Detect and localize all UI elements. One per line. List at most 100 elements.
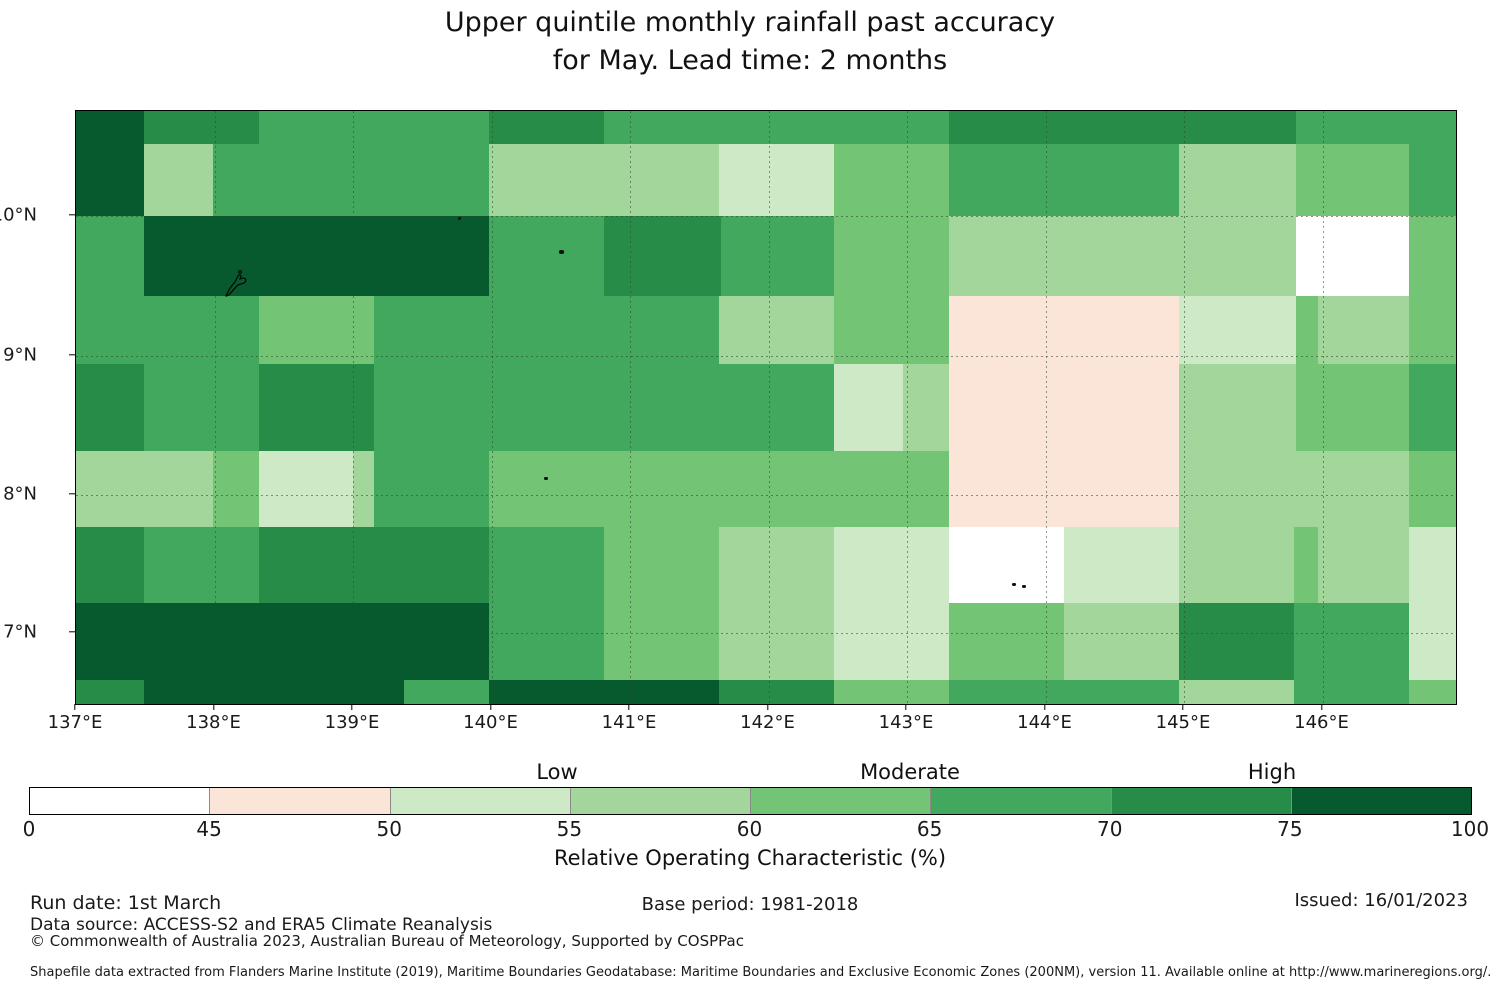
grid-cell bbox=[1179, 364, 1296, 451]
colorbar-segment-65-70 bbox=[931, 788, 1112, 814]
grid-cell bbox=[834, 364, 903, 451]
grid-cell bbox=[949, 527, 1064, 603]
grid-cell bbox=[603, 111, 949, 144]
grid-cell bbox=[373, 364, 834, 451]
graticule-line bbox=[491, 111, 493, 704]
x-tick-label: 145°E bbox=[1155, 712, 1211, 733]
grid-cell bbox=[373, 296, 719, 364]
grid-cell bbox=[213, 451, 259, 527]
island-outline bbox=[223, 269, 249, 299]
grid-cell bbox=[719, 144, 834, 216]
grid-cell bbox=[1179, 527, 1294, 603]
grid-cell bbox=[143, 680, 404, 704]
grid-cell bbox=[1296, 144, 1409, 216]
grid-cell bbox=[259, 296, 374, 364]
graticule-line bbox=[214, 111, 216, 704]
x-tick-label: 138°E bbox=[186, 712, 241, 733]
grid-cell bbox=[1294, 527, 1318, 603]
grid-cell bbox=[259, 527, 489, 603]
graticule-line bbox=[76, 216, 1456, 217]
grid-cell bbox=[259, 111, 489, 144]
grid-cell bbox=[489, 216, 604, 296]
x-tick-mark bbox=[74, 704, 76, 710]
colorbar-tick-label: 0 bbox=[22, 817, 36, 841]
x-tick-label: 146°E bbox=[1294, 712, 1349, 733]
x-tick-label: 143°E bbox=[878, 712, 934, 733]
grid-cell bbox=[1318, 527, 1409, 603]
chart-title-line1: Upper quintile monthly rainfall past acc… bbox=[444, 7, 1056, 38]
grid-cell bbox=[1294, 603, 1409, 680]
colorbar bbox=[29, 787, 1472, 815]
colorbar-tick-label: 65 bbox=[916, 817, 943, 841]
grid-cell bbox=[603, 216, 721, 296]
grid-cell bbox=[489, 527, 604, 603]
colorbar-axis-label: Relative Operating Characteristic (%) bbox=[553, 846, 947, 870]
grid-cell bbox=[949, 111, 1296, 144]
grid-cell bbox=[489, 603, 604, 680]
grid-cell bbox=[76, 144, 144, 216]
grid-cell bbox=[1409, 144, 1456, 216]
graticule-line bbox=[1322, 111, 1324, 704]
graticule-line bbox=[768, 111, 770, 704]
grid-cell bbox=[1296, 296, 1318, 364]
x-tick-mark bbox=[1043, 704, 1046, 710]
grid-cell bbox=[949, 603, 1064, 680]
x-tick-label: 141°E bbox=[601, 712, 657, 733]
grid-cell bbox=[949, 680, 1179, 704]
shapefile-note-text: Shapefile data extracted from Flanders M… bbox=[30, 965, 1492, 980]
colorbar-tick-label: 60 bbox=[736, 817, 763, 841]
y-tick-label: 10°N bbox=[0, 204, 37, 226]
colorbar-tick-label: 50 bbox=[376, 817, 402, 841]
grid-cell bbox=[1179, 296, 1296, 364]
colorbar-tick-label: 70 bbox=[1097, 817, 1123, 841]
grid-cell bbox=[834, 216, 949, 296]
x-tick-mark bbox=[905, 704, 907, 710]
grid-cell bbox=[76, 680, 144, 704]
grid-cell bbox=[213, 144, 489, 216]
grid-cell bbox=[76, 296, 259, 364]
grid-cell bbox=[1409, 364, 1456, 451]
colorbar-segment-75-100 bbox=[1291, 788, 1471, 814]
grid-cell bbox=[1296, 111, 1456, 144]
graticule-line bbox=[630, 111, 631, 704]
graticule-line bbox=[76, 494, 1456, 496]
x-tick-mark bbox=[628, 704, 630, 710]
grid-cell bbox=[1409, 603, 1456, 680]
heatmap-plot-area bbox=[75, 110, 1457, 705]
colorbar-tick-label: 75 bbox=[1277, 817, 1303, 841]
x-tick-mark bbox=[351, 704, 353, 710]
grid-cell bbox=[834, 144, 949, 216]
grid-cell bbox=[949, 451, 1179, 527]
grid-cell bbox=[1296, 364, 1409, 451]
colorbar-segment-50-55 bbox=[390, 788, 571, 814]
island-outline bbox=[559, 249, 564, 254]
colorbar-tick-label: 55 bbox=[556, 817, 583, 841]
grid-cell bbox=[76, 364, 144, 451]
grid-cell bbox=[949, 364, 1179, 451]
y-tick-mark bbox=[69, 492, 75, 495]
grid-cell bbox=[949, 296, 1179, 364]
colorbar-segment-0-45 bbox=[30, 788, 211, 814]
chart-title-line2: for May. Lead time: 2 months bbox=[552, 45, 948, 76]
grid-cell bbox=[1318, 296, 1409, 364]
y-tick-label: 8°N bbox=[3, 483, 37, 504]
chart-title: Upper quintile monthly rainfall past acc… bbox=[0, 4, 1500, 80]
grid-cell bbox=[489, 680, 719, 704]
grid-cell bbox=[143, 111, 259, 144]
grid-cell bbox=[949, 144, 1179, 216]
grid-cell bbox=[489, 111, 604, 144]
colorbar-segment-60-65 bbox=[751, 788, 932, 814]
base-period-text: Base period: 1981-2018 bbox=[641, 894, 859, 915]
grid-cell bbox=[949, 216, 1296, 296]
grid-cell bbox=[76, 527, 144, 603]
grid-cell bbox=[1409, 216, 1456, 296]
island-outline bbox=[1022, 585, 1026, 588]
data-source-text: Data source: ACCESS-S2 and ERA5 Climate … bbox=[30, 915, 493, 935]
x-tick-mark bbox=[766, 704, 769, 710]
x-tick-mark bbox=[212, 704, 215, 710]
island-outline bbox=[1012, 583, 1016, 586]
x-tick-mark bbox=[1182, 704, 1184, 710]
colorbar-segment-70-75 bbox=[1111, 788, 1292, 814]
grid-cell bbox=[259, 364, 374, 451]
grid-cell bbox=[489, 144, 719, 216]
